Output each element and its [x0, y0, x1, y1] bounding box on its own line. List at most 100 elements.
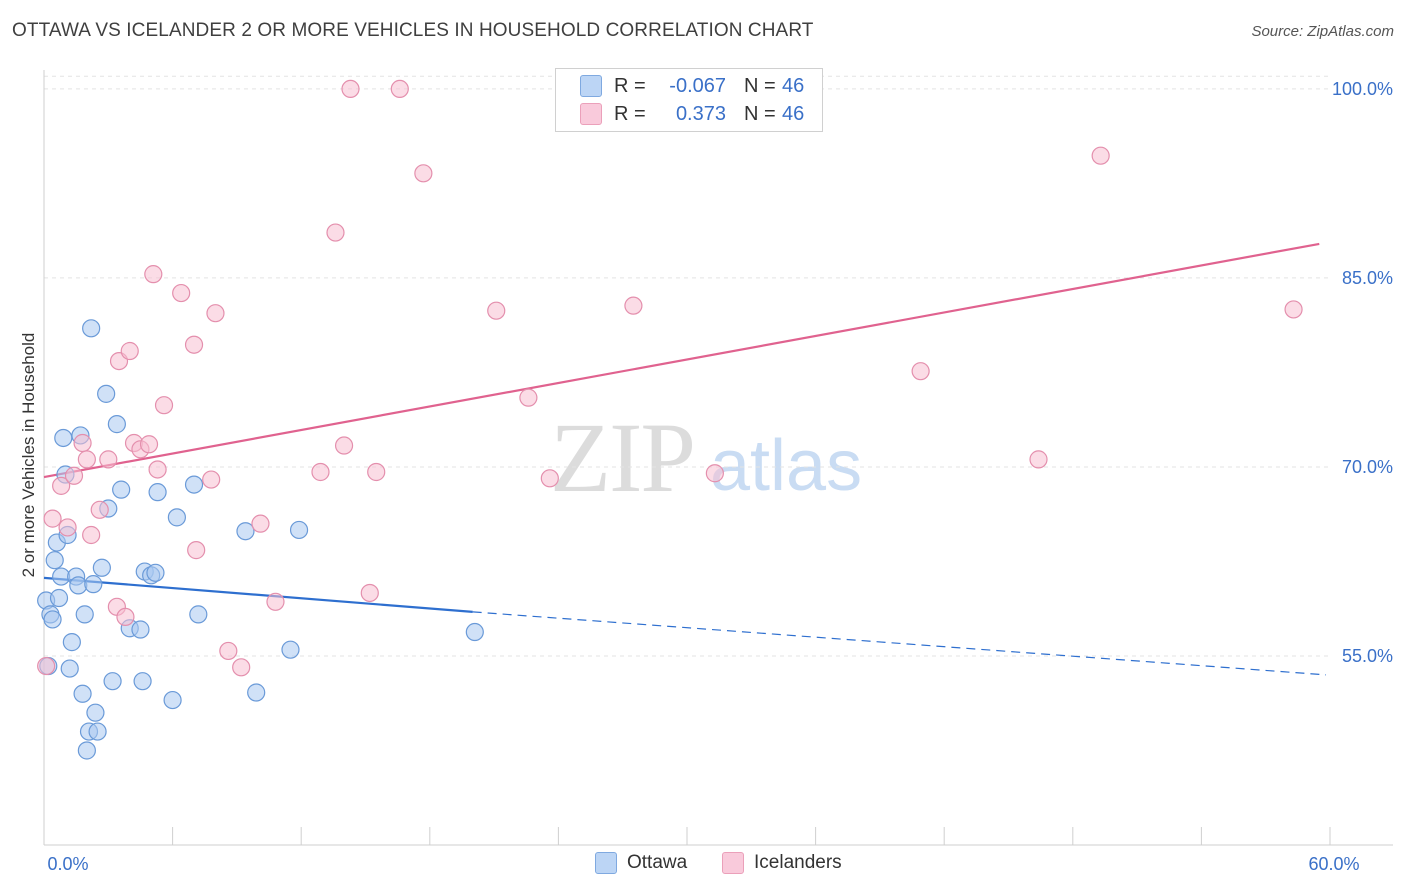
icelanders-trend-line: [43, 242, 1320, 479]
icelanders-point: [1091, 146, 1110, 165]
correlation-legend: R = -0.067 N = 46 R = 0.373 N = 46: [555, 68, 823, 132]
ottawa-point: [184, 475, 204, 494]
ottawa-swatch: [580, 75, 602, 97]
y-tick-label: 100.0%: [1332, 79, 1393, 99]
legend-n-label: N =: [744, 102, 776, 125]
series-legend-ottawa-label: Ottawa: [627, 852, 688, 873]
icelanders-point: [187, 541, 206, 560]
y-tick-label: 55.0%: [1342, 646, 1393, 666]
ottawa-point: [189, 605, 208, 624]
ottawa-point: [69, 576, 88, 595]
ottawa-point: [75, 605, 94, 624]
legend-n-value-ottawa: 46: [782, 74, 805, 97]
icelanders-point: [154, 396, 174, 415]
ottawa-point: [45, 551, 64, 570]
icelanders-point: [90, 500, 109, 519]
trend-lines: [43, 242, 1327, 676]
icelanders-point: [219, 641, 238, 661]
ottawa-point: [62, 633, 81, 652]
ottawa-point: [82, 319, 101, 338]
ottawa-point: [92, 558, 111, 577]
chart-title: OTTAWA VS ICELANDER 2 OR MORE VEHICLES I…: [12, 20, 814, 41]
ottawa-swatch: [595, 852, 617, 874]
icelanders-point: [367, 462, 386, 482]
ottawa-trend-extension: [472, 611, 1327, 676]
icelanders-point: [139, 435, 159, 454]
ottawa-point: [281, 640, 300, 659]
icelanders-point: [390, 79, 409, 99]
icelanders-point: [1284, 300, 1303, 319]
gridlines: [44, 75, 1330, 657]
legend-n-value-icelanders: 46: [782, 102, 805, 125]
ottawa-point: [131, 620, 150, 639]
watermark-zip: ZIP: [550, 402, 696, 513]
ottawa-point: [60, 659, 79, 678]
source-label: Source: ZipAtlas.com: [1251, 23, 1394, 40]
icelanders-point: [73, 433, 92, 453]
icelanders-point: [82, 525, 101, 545]
data-points: [37, 79, 1303, 760]
ottawa-point: [289, 520, 309, 540]
icelanders-point: [184, 335, 204, 354]
icelanders-point: [334, 436, 354, 455]
icelanders-point: [116, 607, 135, 627]
icelanders-point: [911, 362, 930, 381]
y-tick-label: 85.0%: [1342, 268, 1393, 288]
icelanders-point: [120, 341, 139, 361]
icelanders-point: [64, 466, 84, 485]
ottawa-point: [465, 622, 484, 642]
icelanders-point: [232, 658, 251, 677]
icelanders-point: [58, 518, 77, 537]
ottawa-point: [103, 672, 122, 691]
icelanders-point: [341, 79, 360, 99]
ottawa-point: [97, 384, 116, 403]
ottawa-point: [77, 741, 96, 760]
legend-r-value-icelanders: 0.373: [675, 102, 726, 125]
ottawa-point: [73, 684, 92, 703]
icelanders-point: [519, 388, 538, 407]
ottawa-point: [148, 483, 167, 502]
ottawa-point: [236, 522, 255, 541]
icelanders-point: [1029, 450, 1048, 469]
legend-row-ottawa: R = -0.067 N = 46: [580, 73, 804, 99]
x-tick-label: 60.0%: [1308, 854, 1359, 874]
icelanders-swatch: [580, 103, 602, 125]
watermark-atlas: atlas: [710, 426, 863, 506]
legend-row-icelanders: R = 0.373 N = 46: [580, 101, 804, 127]
series-legend-ottawa[interactable]: Ottawa: [595, 852, 687, 874]
ottawa-point: [112, 480, 131, 499]
tick-labels: 55.0% 70.0% 85.0% 100.0% 0.0% 60.0%: [47, 79, 1393, 874]
series-legend-icelanders-label: Icelanders: [754, 852, 842, 873]
icelanders-point: [77, 450, 96, 469]
icelanders-point: [624, 296, 643, 315]
ottawa-point: [146, 563, 165, 582]
ottawa-point: [107, 415, 126, 434]
ottawa-point: [84, 575, 103, 594]
icelanders-point: [251, 514, 270, 533]
y-axis-label: 2 or more Vehicles in Household: [19, 332, 38, 578]
icelanders-point: [52, 476, 71, 495]
icelanders-point: [206, 304, 225, 323]
y-tick-label: 70.0%: [1342, 457, 1393, 477]
icelanders-point: [43, 509, 62, 528]
ottawa-point: [88, 722, 107, 741]
icelanders-point: [148, 460, 167, 479]
icelanders-point: [37, 656, 56, 676]
ottawa-point: [54, 428, 73, 448]
icelanders-point: [202, 470, 221, 489]
legend-n-label: N =: [744, 74, 776, 97]
icelanders-point: [360, 583, 379, 603]
icelanders-point: [172, 283, 191, 303]
ottawa-point: [163, 690, 182, 710]
icelanders-point: [311, 462, 330, 482]
icelanders-point: [705, 464, 724, 483]
series-legend: Ottawa Icelanders: [0, 852, 1406, 878]
axes: [43, 70, 1393, 846]
series-legend-icelanders[interactable]: Icelanders: [722, 852, 842, 874]
legend-r-label: R =: [614, 102, 646, 125]
ottawa-point: [133, 672, 152, 691]
icelanders-point: [99, 450, 118, 469]
x-tick-label: 0.0%: [47, 854, 88, 874]
ottawa-point: [247, 683, 266, 702]
